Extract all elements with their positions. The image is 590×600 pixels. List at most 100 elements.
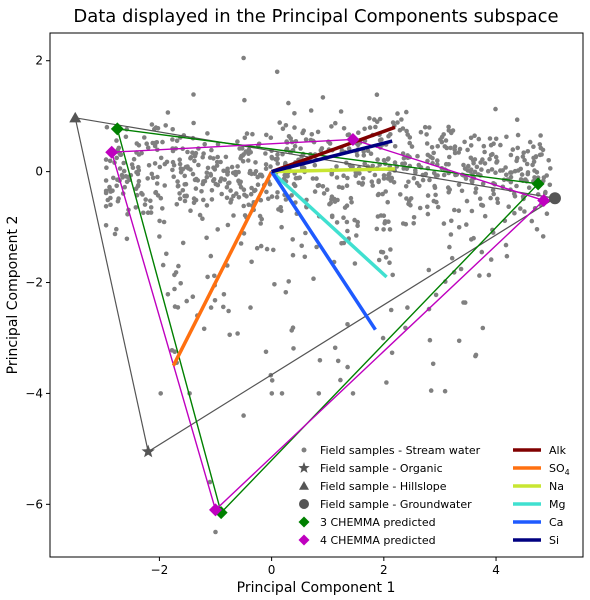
stream-water-point bbox=[432, 185, 438, 190]
stream-water-point bbox=[134, 141, 140, 146]
stream-water-point bbox=[401, 156, 407, 161]
stream-water-point bbox=[471, 235, 476, 241]
stream-water-point bbox=[387, 171, 392, 177]
stream-water-point bbox=[155, 174, 160, 180]
stream-water-point bbox=[219, 191, 224, 197]
stream-water-point bbox=[426, 267, 432, 273]
stream-water-point bbox=[298, 146, 303, 151]
stream-water-point bbox=[372, 117, 377, 122]
stream-water-point bbox=[248, 191, 254, 197]
legend-chemma-marker bbox=[298, 534, 310, 546]
chemma4-marker bbox=[209, 503, 223, 517]
x-tick-label: −2 bbox=[151, 563, 169, 577]
stream-water-point bbox=[263, 162, 269, 167]
stream-water-point bbox=[474, 164, 480, 170]
stream-water-point bbox=[218, 159, 223, 165]
stream-water-point bbox=[268, 164, 273, 169]
stream-water-point bbox=[231, 213, 236, 218]
stream-water-point bbox=[466, 163, 471, 169]
stream-water-point bbox=[452, 147, 458, 153]
stream-water-point bbox=[212, 298, 218, 303]
stream-water-point bbox=[252, 171, 257, 176]
stream-water-point bbox=[188, 167, 193, 172]
stream-water-point bbox=[241, 203, 246, 209]
stream-water-point bbox=[446, 190, 452, 195]
stream-water-point bbox=[190, 150, 195, 155]
stream-water-point bbox=[476, 136, 482, 142]
stream-water-point bbox=[488, 257, 494, 262]
stream-water-point bbox=[211, 178, 216, 184]
stream-water-point bbox=[241, 55, 246, 61]
stream-water-point bbox=[249, 259, 254, 265]
stream-water-point bbox=[534, 227, 540, 232]
stream-water-point bbox=[174, 138, 180, 144]
stream-water-point bbox=[388, 307, 394, 313]
stream-water-point bbox=[456, 182, 462, 188]
stream-water-point bbox=[266, 196, 271, 202]
stream-water-point bbox=[427, 177, 432, 183]
stream-water-point bbox=[308, 108, 314, 113]
stream-water-point bbox=[176, 183, 181, 189]
groundwater-marker bbox=[548, 192, 561, 205]
stream-water-point bbox=[292, 125, 297, 130]
stream-water-point bbox=[221, 292, 227, 297]
stream-water-point bbox=[493, 136, 499, 142]
stream-water-point bbox=[379, 137, 384, 142]
stream-water-point bbox=[428, 388, 434, 393]
stream-water-point bbox=[229, 164, 235, 170]
stream-water-point bbox=[236, 195, 242, 200]
stream-water-point bbox=[428, 154, 433, 159]
legend-loading-label: Mg bbox=[549, 498, 565, 511]
stream-water-point bbox=[534, 170, 540, 175]
stream-water-point bbox=[211, 156, 216, 161]
stream-water-point bbox=[480, 325, 486, 331]
stream-water-point bbox=[473, 190, 478, 195]
stream-water-point bbox=[160, 139, 165, 145]
loading-alk bbox=[271, 125, 396, 174]
stream-water-point bbox=[399, 117, 404, 122]
stream-water-point bbox=[277, 120, 283, 125]
stream-water-point bbox=[283, 160, 288, 166]
stream-water-point bbox=[387, 227, 393, 232]
stream-water-point bbox=[486, 272, 492, 278]
stream-water-point bbox=[289, 193, 294, 198]
stream-water-point bbox=[129, 162, 135, 167]
stream-water-point bbox=[241, 187, 247, 192]
stream-water-point bbox=[121, 168, 127, 174]
stream-water-point bbox=[538, 133, 543, 138]
stream-water-point bbox=[380, 335, 386, 341]
stream-water-point bbox=[201, 326, 207, 332]
stream-water-point bbox=[285, 174, 290, 179]
stream-water-point bbox=[405, 305, 410, 310]
stream-water-point bbox=[405, 132, 411, 137]
organic-marker bbox=[141, 444, 155, 458]
stream-water-point bbox=[446, 124, 451, 130]
stream-water-point bbox=[548, 166, 553, 171]
stream-water-point bbox=[370, 183, 376, 188]
stream-water-point bbox=[329, 214, 335, 220]
stream-water-point bbox=[121, 160, 126, 166]
stream-water-point bbox=[375, 192, 381, 198]
stream-water-point bbox=[184, 298, 189, 304]
stream-water-point bbox=[334, 164, 339, 169]
stream-water-point bbox=[182, 198, 188, 204]
stream-water-point bbox=[461, 300, 466, 305]
stream-water-point bbox=[192, 153, 198, 159]
stream-water-point bbox=[201, 197, 206, 203]
stream-water-point bbox=[357, 171, 362, 176]
stream-water-point bbox=[199, 189, 204, 194]
stream-water-point bbox=[190, 294, 196, 300]
stream-water-point bbox=[214, 163, 220, 168]
stream-water-point bbox=[391, 180, 397, 185]
stream-water-point bbox=[240, 159, 246, 164]
stream-water-point bbox=[118, 152, 124, 157]
stream-water-point bbox=[213, 529, 218, 535]
stream-water-point bbox=[221, 304, 226, 310]
stream-water-point bbox=[425, 211, 431, 217]
y-axis-label: Principal Component 2 bbox=[5, 216, 21, 375]
stream-water-point bbox=[258, 221, 264, 226]
stream-water-point bbox=[264, 189, 269, 195]
stream-water-point bbox=[526, 185, 532, 190]
stream-water-point bbox=[275, 152, 280, 157]
stream-water-point bbox=[354, 233, 359, 238]
